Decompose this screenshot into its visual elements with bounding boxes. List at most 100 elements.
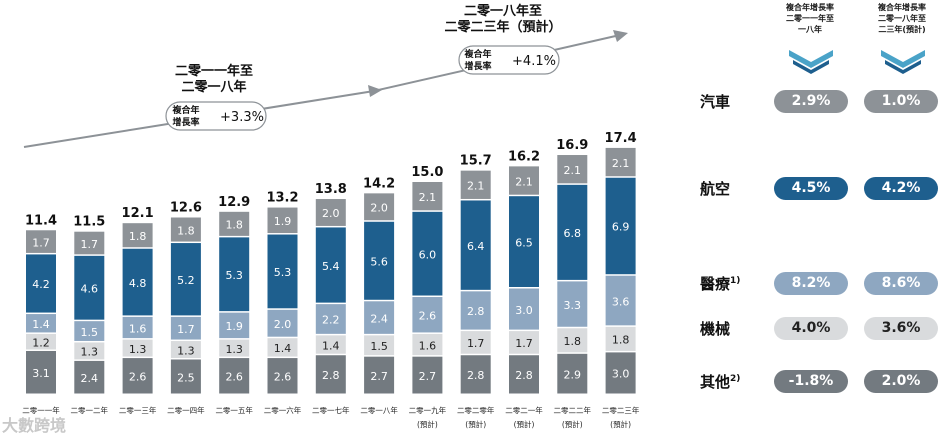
bar-value-label: 1.8 [129, 230, 147, 243]
bar-value-label: 2.4 [370, 312, 388, 325]
bar-value-label: 1.4 [322, 339, 340, 352]
bar-segment [26, 254, 56, 313]
x-tick-label: (預計) [610, 419, 631, 429]
bar-value-label: 1.7 [177, 323, 195, 336]
bar-value-label: 6.8 [564, 227, 582, 240]
bar-value-label: 2.1 [419, 191, 437, 204]
bar-value-label: 2.1 [564, 164, 582, 177]
bar-segment [460, 355, 491, 394]
bar-segment [364, 193, 395, 221]
x-tick-label: 二零一三年 [119, 405, 157, 415]
bar-value-label: 2.6 [225, 371, 243, 384]
bar-segment [122, 223, 153, 248]
bar-segment [267, 358, 298, 394]
bar-value-label: 5.2 [177, 274, 195, 287]
bar-segment [605, 326, 636, 351]
bar-total-label: 15.0 [411, 165, 443, 180]
bar-segment [315, 335, 346, 354]
bar-segment [219, 312, 250, 339]
bar-value-label: 6.4 [467, 240, 485, 253]
bar-segment [364, 356, 395, 394]
bar-segment [605, 352, 636, 394]
bar-value-label: 2.0 [274, 318, 292, 331]
bar-total-label: 16.9 [556, 138, 588, 153]
bar-value-label: 1.7 [81, 238, 99, 251]
x-tick-label: 二零二零年 [457, 405, 495, 415]
bar-segment [170, 217, 201, 242]
bar-value-label: 3.0 [612, 368, 630, 381]
bar-value-label: 1.6 [419, 339, 437, 352]
bar-value-label: 2.1 [612, 157, 630, 170]
bar-segment [267, 338, 298, 357]
bar-value-label: 1.9 [225, 320, 243, 333]
bar-segment [412, 297, 443, 333]
bar-value-label: 1.7 [515, 337, 533, 350]
x-tick-label: 二零二二年 [554, 405, 592, 415]
bar-total-label: 13.2 [266, 191, 298, 206]
bar-segment [460, 170, 491, 199]
bar-segment [74, 321, 105, 341]
x-tick-label: 二零一八年 [360, 405, 398, 415]
bar-segment [412, 333, 443, 356]
bar-segment [509, 355, 539, 394]
bar-value-label: 1.8 [225, 219, 243, 232]
bar-segment [122, 358, 153, 394]
bar-total-label: 12.6 [170, 201, 202, 216]
period2-title: 二零一八年至 [464, 3, 542, 19]
bar-value-label: 1.4 [274, 342, 292, 355]
bar-value-label: 1.7 [467, 337, 485, 350]
cagr-bubble-1 [165, 101, 267, 131]
period2-title: 二零二三年（預計） [444, 19, 561, 35]
bar-value-label: 4.8 [129, 277, 147, 290]
bar-segment [315, 304, 346, 334]
bar-total-label: 11.4 [25, 213, 57, 228]
bar-value-label: 2.6 [129, 371, 147, 384]
bar-segment [315, 355, 346, 394]
bar-segment [605, 177, 636, 275]
bar-value-label: 3.1 [32, 367, 50, 380]
bar-value-label: 5.4 [322, 260, 340, 273]
bar-value-label: 2.8 [467, 305, 485, 318]
bar-segment [170, 359, 201, 394]
bar-segment [557, 155, 588, 184]
bar-value-label: 4.6 [81, 283, 99, 296]
bar-segment [170, 243, 201, 316]
bar-segment [509, 331, 539, 354]
bar-value-label: 1.9 [274, 215, 292, 228]
bar-segment [74, 231, 105, 255]
bar-value-label: 1.5 [81, 326, 99, 339]
bar-segment [267, 309, 298, 337]
bar-value-label: 1.4 [32, 318, 50, 331]
bar-segment [605, 275, 636, 326]
bar-value-label: 2.0 [322, 207, 340, 220]
bar-value-label: 2.0 [370, 202, 388, 215]
x-tick-label: 二零一六年 [264, 405, 302, 415]
bar-segment [412, 211, 443, 296]
bar-total-label: 13.8 [315, 182, 347, 197]
bar-segment [170, 316, 201, 340]
bar-segment [605, 147, 636, 177]
bar-segment [122, 316, 153, 339]
cagr-bubble-2-label: 增長率 [464, 60, 491, 72]
bar-segment [460, 291, 491, 330]
bar-segment [122, 339, 153, 357]
x-tick-label: 二零一七年 [312, 405, 350, 415]
trend-arrowhead-2 [613, 30, 628, 42]
bar-segment [26, 314, 56, 333]
bar-value-label: 1.8 [177, 224, 195, 237]
bar-value-label: 1.5 [370, 340, 388, 353]
bar-segment [509, 288, 539, 330]
bar-segment [74, 342, 105, 360]
bar-value-label: 3.6 [612, 295, 630, 308]
bar-value-label: 2.7 [370, 370, 388, 383]
bar-segment [74, 360, 105, 394]
bar-value-label: 1.3 [81, 346, 99, 359]
bar-segment [509, 166, 539, 195]
bar-value-label: 2.1 [467, 180, 485, 193]
cagr-bubble-2-label: 複合年 [463, 48, 491, 60]
bar-value-label: 2.8 [515, 369, 533, 382]
cagr-bubble-1-label: 增長率 [172, 116, 199, 128]
x-tick-label: 二零一四年 [167, 405, 205, 415]
bar-value-label: 3.0 [515, 304, 533, 317]
